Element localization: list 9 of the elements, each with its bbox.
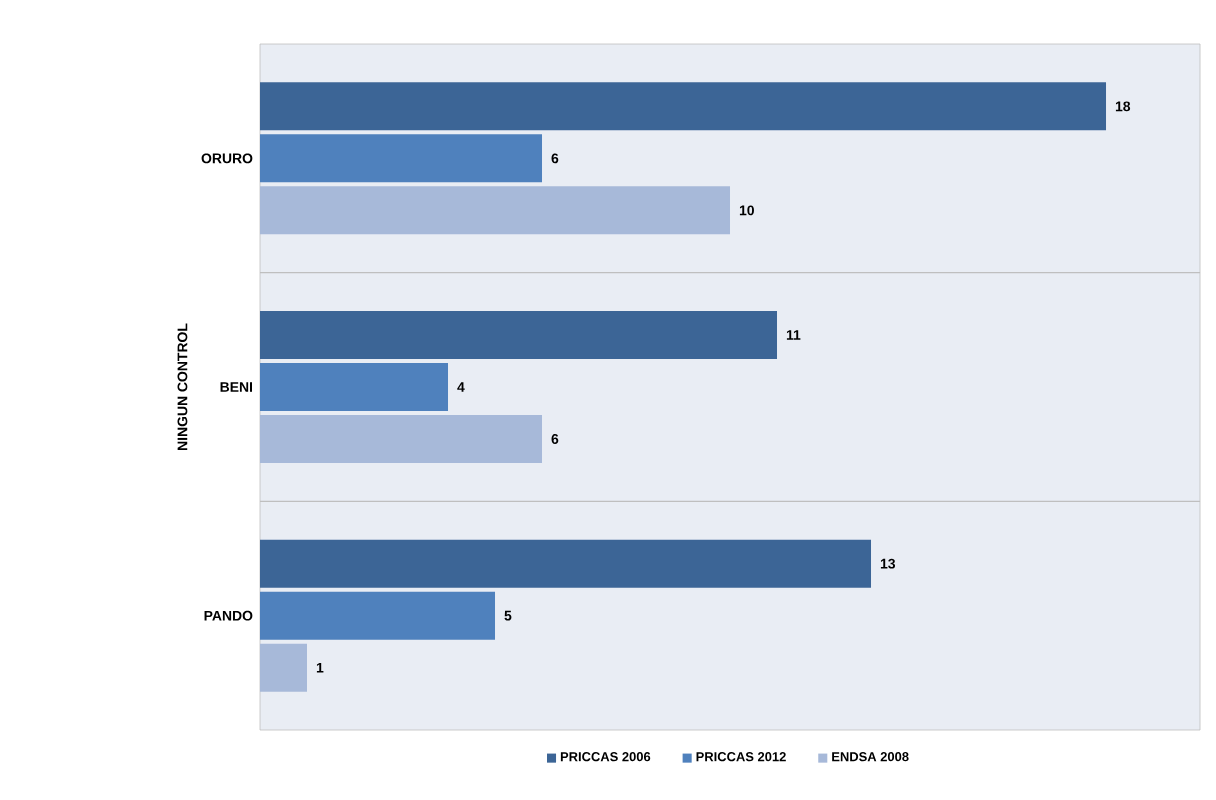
bar [260,643,307,692]
bar [260,82,1107,131]
bar [260,134,543,183]
bar [260,539,872,588]
bar [260,415,543,464]
bar [260,363,449,412]
bar [260,311,778,360]
bar [260,591,496,640]
bar [260,186,731,235]
